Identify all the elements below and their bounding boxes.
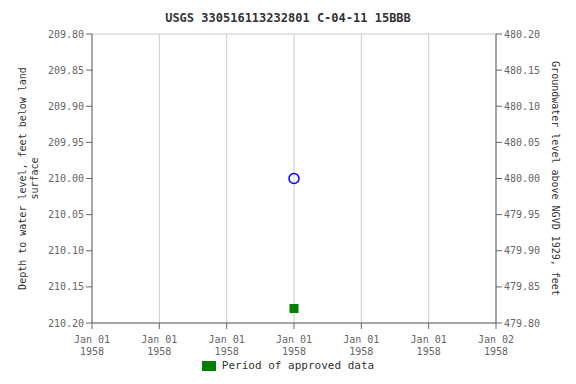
svg-text:210.05: 210.05 — [48, 209, 84, 220]
svg-text:479.85: 479.85 — [504, 281, 540, 292]
svg-text:Groundwater level above NGVD 1: Groundwater level above NGVD 1929, feet — [550, 61, 561, 296]
svg-text:479.80: 479.80 — [504, 318, 540, 329]
svg-text:210.15: 210.15 — [48, 281, 84, 292]
svg-text:210.00: 210.00 — [48, 173, 84, 184]
svg-text:Jan 021958: Jan 021958 — [478, 334, 514, 357]
svg-text:Jan 011958: Jan 011958 — [411, 334, 447, 357]
html-text:USGS 330516113232801 C-04-11 1: USGS 330516113232801 C-04-11 15BBB — [165, 11, 411, 25]
svg-text:480.00: 480.00 — [504, 173, 540, 184]
svg-text:480.15: 480.15 — [504, 65, 540, 76]
svg-text:209.95: 209.95 — [48, 137, 84, 148]
svg-text:Jan 011958: Jan 011958 — [343, 334, 379, 357]
svg-text:209.90: 209.90 — [48, 101, 84, 112]
svg-text:Jan 011958: Jan 011958 — [74, 334, 110, 357]
svg-text:Jan 011958: Jan 011958 — [209, 334, 245, 357]
svg-text:Depth to water level, feet bel: Depth to water level, feet below landsur… — [17, 67, 40, 290]
svg-text:479.90: 479.90 — [504, 245, 540, 256]
svg-text:209.80: 209.80 — [48, 29, 84, 40]
svg-text:479.95: 479.95 — [504, 209, 540, 220]
svg-text:480.10: 480.10 — [504, 101, 540, 112]
svg-text:209.85: 209.85 — [48, 65, 84, 76]
html-text:Period of approved data: Period of approved data — [221, 359, 375, 372]
svg-text:210.10: 210.10 — [48, 245, 84, 256]
svg-text:480.05: 480.05 — [504, 137, 540, 148]
svg-text:Jan 011958: Jan 011958 — [141, 334, 177, 357]
svg-text:210.20: 210.20 — [48, 318, 84, 329]
svg-text:480.20: 480.20 — [504, 29, 540, 40]
svg-text:Jan 011958: Jan 011958 — [276, 334, 312, 357]
